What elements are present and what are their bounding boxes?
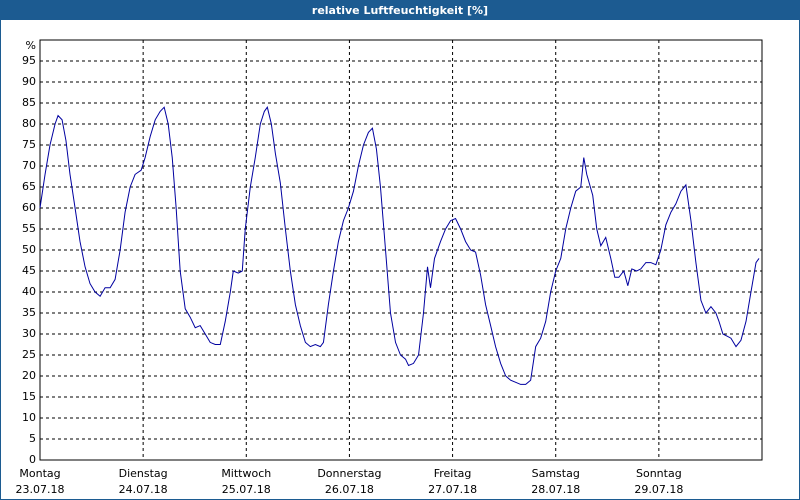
x-tick-sublabel: 29.07.18: [634, 483, 683, 496]
x-tick-label: Donnerstag: [317, 467, 381, 480]
chart-title: relative Luftfeuchtigkeit [%]: [312, 4, 488, 17]
y-tick-label: 90: [22, 75, 36, 88]
y-tick-label: 85: [22, 96, 36, 109]
y-tick-label: 20: [22, 369, 36, 382]
title-bar: [0, 0, 800, 20]
y-tick-label: 95: [22, 54, 36, 67]
x-tick-label: Freitag: [434, 467, 472, 480]
y-unit: %: [26, 39, 36, 52]
y-tick-label: 80: [22, 117, 36, 130]
x-tick-label: Montag: [19, 467, 60, 480]
x-tick-sublabel: 23.07.18: [16, 483, 65, 496]
y-tick-label: 40: [22, 285, 36, 298]
y-tick-label: 30: [22, 327, 36, 340]
y-tick-label: 50: [22, 243, 36, 256]
line: [39, 106, 760, 385]
y-tick-label: 5: [29, 432, 36, 445]
x-tick-sublabel: 26.07.18: [325, 483, 374, 496]
x-tick-label: Dienstag: [119, 467, 168, 480]
x-tick-sublabel: 24.07.18: [119, 483, 168, 496]
x-tick-label: Sonntag: [636, 467, 682, 480]
x-tick-sublabel: 28.07.18: [531, 483, 580, 496]
y-tick-label: 55: [22, 222, 36, 235]
y-tick-label: 0: [29, 453, 36, 466]
y-tick-label: 15: [22, 390, 36, 403]
y-tick-label: 45: [22, 264, 36, 277]
x-tick-label: Samstag: [532, 467, 580, 480]
y-tick-label: 60: [22, 201, 36, 214]
y-tick-label: 65: [22, 180, 36, 193]
x-tick-sublabel: 25.07.18: [222, 483, 271, 496]
y-tick-label: 70: [22, 159, 36, 172]
y-tick-label: 35: [22, 306, 36, 319]
y-tick-label: 75: [22, 138, 36, 151]
x-tick-sublabel: 27.07.18: [428, 483, 477, 496]
y-tick-label: 10: [22, 411, 36, 424]
x-tick-label: Mittwoch: [221, 467, 271, 480]
y-tick-label: 25: [22, 348, 36, 361]
